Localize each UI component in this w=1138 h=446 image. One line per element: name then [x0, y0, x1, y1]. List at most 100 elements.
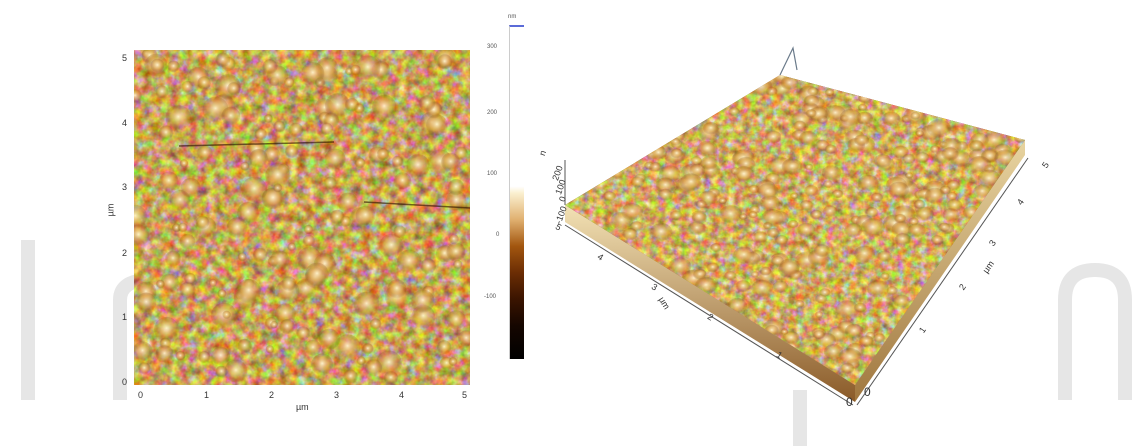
grain	[411, 289, 435, 313]
grain-peak	[910, 111, 921, 120]
grain	[261, 187, 285, 210]
grain	[167, 60, 180, 73]
grain-peak	[810, 209, 823, 220]
grain-peak	[757, 183, 779, 201]
axis-tick: 0	[846, 395, 853, 409]
grain-peak	[710, 243, 722, 253]
grain-peak	[649, 223, 673, 242]
grain-peak	[835, 300, 860, 320]
grain-peak	[719, 205, 743, 224]
grain	[215, 365, 228, 378]
grain-peak	[690, 156, 703, 166]
grain-peak	[968, 156, 992, 175]
grain-peak	[824, 88, 835, 97]
grain-peak	[857, 103, 868, 112]
grain	[156, 279, 165, 289]
grain-peak	[759, 266, 772, 276]
grain-peak	[679, 173, 703, 192]
x-tick: 0	[138, 390, 144, 400]
grain	[397, 249, 422, 274]
grain-peak	[854, 134, 870, 147]
grain-peak	[915, 152, 930, 164]
grain	[134, 224, 150, 247]
grain-peak	[706, 262, 720, 273]
grain	[237, 252, 247, 262]
grain	[134, 341, 153, 362]
grain-peak	[799, 200, 814, 211]
grain-peak	[839, 108, 862, 127]
grain-peak	[765, 130, 782, 144]
grain	[221, 106, 241, 126]
grain-peak	[866, 280, 889, 298]
grain	[445, 190, 467, 211]
grain-peak	[766, 227, 780, 239]
grain	[240, 161, 250, 172]
grain	[305, 262, 329, 287]
x-tick: 4	[399, 390, 405, 400]
grain	[198, 351, 211, 364]
grain-peak	[807, 87, 819, 97]
grain-peak	[927, 119, 951, 139]
grain	[391, 155, 404, 168]
colorbar-tick: 0	[496, 232, 500, 238]
grain	[150, 58, 165, 73]
grain-peak	[799, 130, 818, 146]
x-tick: 2	[269, 390, 275, 400]
grain	[303, 224, 314, 235]
grain-peak	[894, 213, 907, 224]
grain	[296, 326, 310, 341]
grain-peak	[670, 137, 681, 146]
right-axis-line	[856, 157, 1029, 406]
x-tick: 3	[334, 390, 340, 400]
grain-peak	[858, 91, 873, 104]
grain	[344, 98, 359, 112]
grain	[226, 217, 248, 239]
grain	[179, 233, 196, 250]
grain	[254, 128, 267, 141]
grain-peak	[803, 185, 819, 197]
grain	[441, 152, 461, 172]
grain	[365, 359, 383, 377]
grain-peak	[669, 210, 683, 221]
grain-peak	[819, 288, 831, 298]
grain	[329, 209, 345, 225]
grain	[393, 172, 412, 190]
grain-peak	[813, 330, 825, 340]
grain	[158, 125, 174, 141]
grain-peak	[688, 221, 706, 236]
grain-peak	[700, 156, 718, 171]
y-axis-label-2d: µm	[105, 203, 116, 217]
grain-peak	[893, 294, 910, 308]
grain-peak	[655, 177, 676, 194]
grain	[419, 95, 436, 112]
grain-peak	[873, 333, 886, 344]
grain-peak	[781, 158, 803, 176]
afm-3d-surface-view	[564, 46, 1029, 406]
grain	[237, 202, 259, 224]
grain	[224, 359, 248, 383]
grain	[457, 330, 470, 347]
grain-peak	[870, 192, 883, 203]
grain-peak	[699, 190, 718, 206]
grain	[197, 76, 211, 90]
grain-peak	[702, 122, 719, 135]
grain-peak	[857, 174, 879, 192]
grain-peak	[622, 228, 638, 241]
grain-peak	[941, 147, 959, 161]
grain-peak	[733, 166, 755, 183]
grain-peak	[929, 145, 940, 154]
grain	[155, 345, 174, 363]
grain-peak	[891, 221, 913, 239]
grain-peak	[733, 246, 755, 264]
grain-peak	[832, 189, 844, 199]
grain-peak	[735, 280, 751, 293]
grain	[227, 82, 241, 96]
front-right-wall	[855, 140, 1025, 402]
grain-peak	[779, 258, 801, 276]
grain	[369, 318, 382, 331]
grain	[376, 148, 390, 161]
grain-peak	[668, 257, 692, 276]
grain-peak	[804, 163, 814, 171]
grain-peak	[877, 250, 893, 263]
grain	[155, 85, 169, 99]
